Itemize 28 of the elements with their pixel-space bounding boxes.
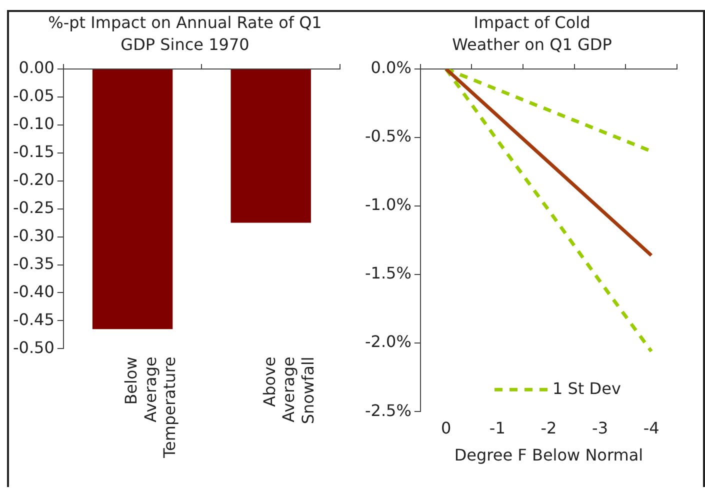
y-tick-label: -0.40 (12, 282, 54, 301)
y-tick-label: -2.0% (365, 332, 412, 352)
x-tick-label: 0 (440, 418, 452, 438)
x-tick-label: -1 (489, 418, 506, 438)
y-tick-label: 0.00 (18, 58, 54, 78)
x-tick-label: Above Average Snowfall (260, 356, 318, 424)
y-tick-label: -0.05 (12, 86, 54, 106)
y-tick-label: -0.10 (12, 114, 54, 134)
x-tick-label: Below Average Temperature (122, 356, 180, 460)
y-tick-label: -0.35 (12, 254, 54, 273)
y-tick-label: 0.0% (370, 58, 412, 78)
y-tick-label: -1.5% (365, 264, 412, 283)
chart-title: Impact of Cold Weather on Q1 GDP (451, 12, 613, 56)
legend-label: 1 St Dev (552, 378, 621, 398)
y-tick-label: -0.25 (12, 198, 54, 217)
y-tick-label: -0.50 (12, 338, 54, 357)
x-axis-title: Degree F Below Normal (454, 446, 644, 465)
y-tick-label: -0.45 (12, 310, 54, 329)
y-tick-label: -2.5% (365, 400, 412, 420)
y-tick-label: -1.0% (365, 195, 412, 214)
y-tick-label: -0.20 (12, 170, 54, 190)
y-tick-label: -0.5% (365, 126, 412, 146)
x-tick-label: -2 (540, 418, 557, 438)
x-tick-label: -3 (592, 418, 608, 438)
y-tick-label: -0.30 (12, 226, 54, 245)
x-tick-label: -4 (643, 418, 660, 438)
y-tick-label: -0.15 (12, 142, 54, 162)
chart-title: %-pt Impact on Annual Rate of Q1 GDP Since 1970 (47, 12, 323, 56)
